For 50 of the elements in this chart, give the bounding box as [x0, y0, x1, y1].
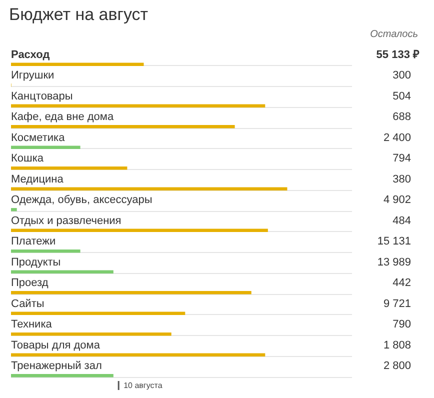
bar [11, 374, 114, 378]
y-tick-label: Товары для дома [11, 339, 101, 352]
bar [11, 270, 114, 274]
y-tick-label: Одежда, обувь, аксессуары [11, 194, 152, 206]
bar [11, 62, 144, 66]
y-tick-label: Платежи [11, 236, 56, 248]
y-tick-label: Кошка [11, 152, 44, 165]
text: 55 133 ₽ [376, 48, 420, 61]
text: 790 [392, 318, 411, 331]
text: 484 [392, 214, 411, 227]
bar [11, 353, 266, 356]
text: 2 400 [383, 132, 411, 144]
y-tick-label: Продукты [11, 256, 61, 268]
y-tick-label: Сайты [11, 298, 44, 310]
bar [11, 187, 288, 190]
bar [11, 125, 235, 128]
text: 1 808 [383, 339, 411, 352]
bar [11, 146, 80, 149]
text: 688 [392, 111, 411, 124]
text: 794 [392, 152, 411, 165]
y-tick-label: Кафе, еда вне дома [11, 111, 114, 124]
y-tick-label: Игрушки [11, 70, 54, 82]
chart-title: Бюджет на август [9, 5, 148, 25]
y-tick-label: Косметика [11, 132, 66, 144]
bar [11, 250, 80, 253]
bar [11, 104, 266, 108]
text: 380 [392, 173, 411, 186]
y-tick-label: Расход [11, 48, 50, 61]
bar [11, 312, 186, 315]
bar [11, 166, 128, 170]
text: 15 131 [377, 236, 411, 248]
y-tick-label: Проезд [11, 277, 49, 290]
y-tick-label: Медицина [11, 173, 64, 186]
text: Осталось [370, 29, 418, 40]
text: 2 800 [383, 360, 411, 372]
y-tick-label: Техника [11, 318, 53, 331]
text: 9 721 [383, 298, 411, 310]
bar [11, 228, 268, 232]
text: 300 [392, 70, 411, 82]
text: 442 [392, 277, 411, 290]
y-tick-label: Канцтовары [11, 90, 73, 102]
ref-line-label: 10 августа [124, 381, 163, 390]
bar [11, 291, 252, 294]
bar [11, 332, 172, 336]
text: 4 902 [383, 194, 411, 206]
bar [11, 208, 17, 212]
text: 13 989 [377, 256, 411, 268]
y-tick-label: Отдых и развлечения [11, 214, 122, 227]
text: 504 [392, 90, 411, 102]
y-tick-label: Тренажерный зал [11, 360, 102, 372]
